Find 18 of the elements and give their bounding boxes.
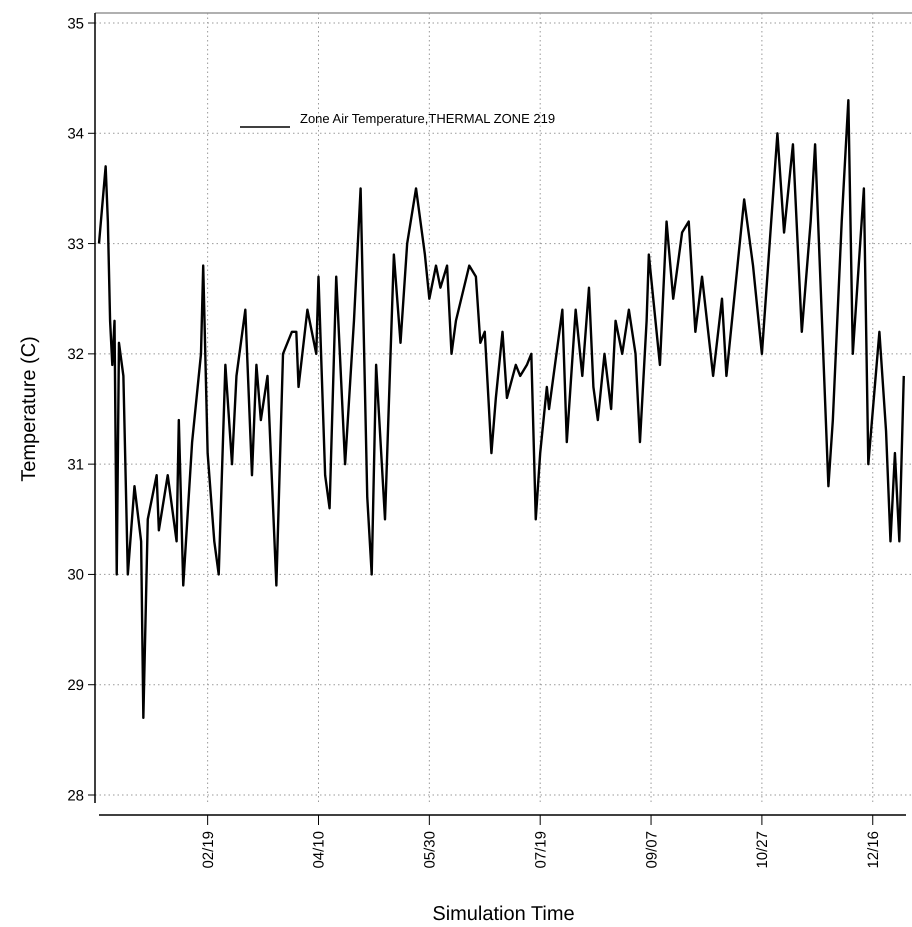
x-tick-label: 04/10	[310, 831, 328, 869]
y-tick-label: 29	[67, 676, 84, 694]
legend-label: Zone Air Temperature,THERMAL ZONE 219	[300, 111, 556, 126]
x-tick-label: 07/19	[532, 831, 550, 869]
y-tick-label: 28	[67, 787, 84, 804]
x-tick-label: 12/16	[864, 831, 882, 869]
y-tick-label: 35	[67, 15, 84, 32]
x-tick-label: 09/07	[643, 831, 660, 869]
x-tick-label: 05/30	[422, 831, 439, 869]
y-tick-label: 32	[67, 346, 84, 364]
y-tick-label: 33	[67, 236, 84, 253]
x-tick-label: 02/19	[200, 831, 217, 869]
y-axis-title: Temperature (C)	[18, 336, 40, 482]
y-tick-label: 34	[67, 126, 84, 143]
x-tick-label: 10/27	[754, 831, 772, 869]
y-tick-label: 30	[67, 566, 84, 584]
x-axis-title: Simulation Time	[432, 903, 575, 925]
y-tick-label: 31	[67, 456, 84, 474]
